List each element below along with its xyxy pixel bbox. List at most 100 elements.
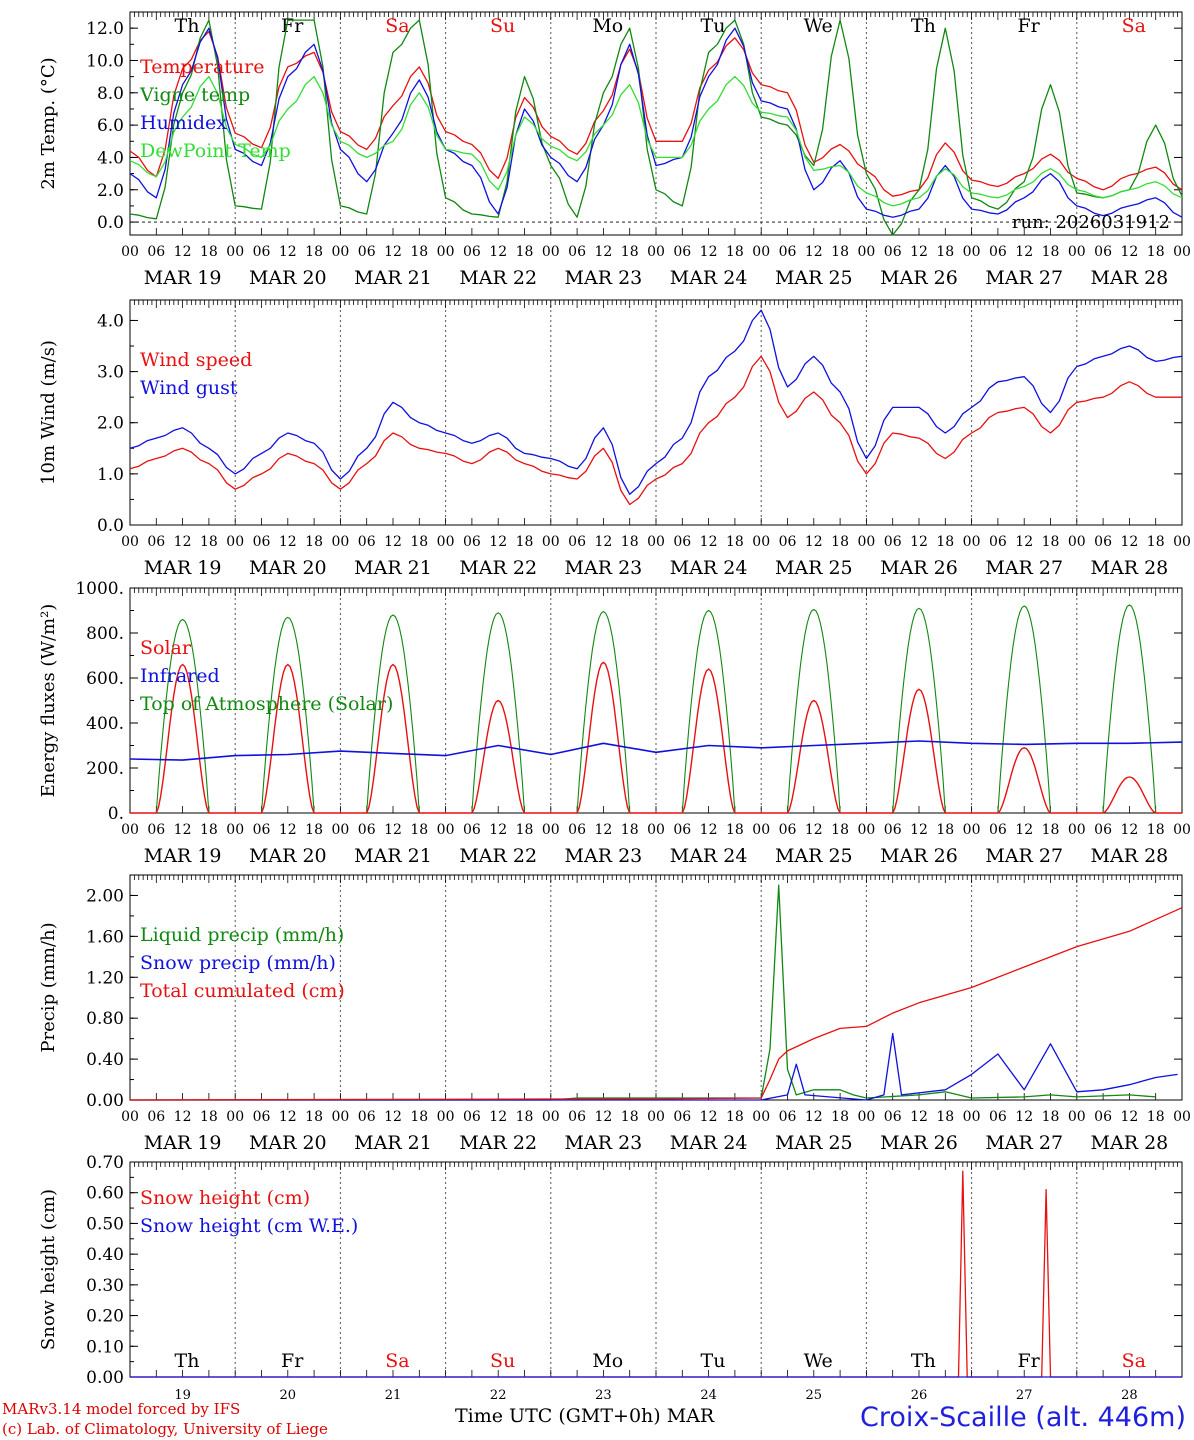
y-tick-label: 400.: [86, 714, 124, 734]
date-label: MAR 23: [565, 845, 643, 867]
hour-tick-label: 18: [726, 244, 744, 260]
y-tick-label: 0.00: [86, 1368, 124, 1388]
date-label: MAR 23: [565, 1132, 643, 1154]
date-label: MAR 24: [670, 557, 748, 579]
date-label: MAR 19: [144, 557, 222, 579]
hour-tick-label: 12: [384, 534, 402, 550]
date-label: MAR 21: [354, 557, 432, 579]
hour-tick-label: 06: [463, 244, 481, 260]
hour-tick-label: 06: [358, 534, 376, 550]
date-label: MAR 21: [354, 845, 432, 867]
hour-tick-label: 18: [305, 1109, 323, 1125]
date-label: MAR 28: [1091, 1132, 1169, 1154]
date-label: MAR 27: [985, 557, 1063, 579]
hour-tick-label: 00: [963, 534, 981, 550]
series-line: [129, 309, 1183, 495]
hour-tick-label: 12: [174, 534, 192, 550]
date-label: MAR 26: [880, 845, 958, 867]
y-tick-label: 2.0: [97, 414, 124, 434]
hour-tick-label: 00: [331, 244, 349, 260]
hour-tick-label: 06: [779, 244, 797, 260]
y-tick-label: 200.: [86, 759, 124, 779]
hour-tick-label: 18: [305, 244, 323, 260]
panel-3: 0. 200. 400. 600. 800. 1000. Energy fluxes (W/…: [38, 579, 1191, 867]
date-label: MAR 24: [670, 1132, 748, 1154]
y-tick-label: 8.0: [97, 84, 124, 104]
x-axis-title: Time UTC (GMT+0h) MAR: [455, 1405, 714, 1427]
hour-tick-label: 06: [779, 534, 797, 550]
hour-tick-label: 00: [226, 244, 244, 260]
hour-tick-label: 12: [174, 1109, 192, 1125]
y-tick-label: 0.70: [86, 1153, 124, 1173]
hour-tick-label: 12: [805, 822, 823, 838]
hour-tick-label: 18: [621, 1109, 639, 1125]
hour-tick-label: 00: [542, 822, 560, 838]
hour-tick-label: 12: [594, 822, 612, 838]
date-label: MAR 27: [985, 267, 1063, 289]
hour-tick-label: 00: [752, 822, 770, 838]
date-label: MAR 22: [459, 845, 537, 867]
series-line: [129, 355, 1182, 506]
hour-tick-label: 18: [200, 1109, 218, 1125]
hour-tick-label: 00: [542, 244, 560, 260]
hour-tick-label: 00: [1068, 534, 1086, 550]
run-annotation: run: 2026031912: [1012, 212, 1170, 233]
hour-tick-label: 00: [1173, 1109, 1191, 1125]
y-tick-label: 2.0: [97, 181, 124, 201]
date-label: MAR 28: [1091, 267, 1169, 289]
weekday-label: Mo: [592, 1350, 623, 1372]
weekday-label: Sa: [1122, 1350, 1146, 1372]
hour-tick-label: 00: [331, 822, 349, 838]
weekday-label: We: [804, 15, 833, 37]
hour-tick-label: 12: [700, 244, 718, 260]
hour-tick-label: 06: [673, 534, 691, 550]
hour-tick-label: 12: [489, 244, 507, 260]
hour-tick-label: 18: [1147, 1109, 1165, 1125]
infrared-line: [129, 740, 1183, 761]
series-line: [129, 19, 1183, 236]
hour-tick-label: 00: [437, 1109, 455, 1125]
hour-tick-label: 00: [121, 1109, 139, 1125]
hour-tick-label: 12: [1120, 534, 1138, 550]
y-tick-label: 1.0: [97, 465, 124, 485]
hour-tick-label: 00: [226, 1109, 244, 1125]
y-tick-label: 6.0: [97, 116, 124, 136]
hour-tick-label: 18: [410, 822, 428, 838]
hour-tick-label: 06: [147, 534, 165, 550]
lab-credit: (c) Lab. of Climatology, University of L…: [2, 1420, 328, 1438]
hour-tick-label: 00: [857, 822, 875, 838]
hour-tick-label: 00: [331, 534, 349, 550]
hour-tick-label: 12: [594, 1109, 612, 1125]
legend-entry: Snow height (cm): [140, 1187, 310, 1209]
hour-tick-label: 06: [673, 1109, 691, 1125]
hour-tick-label: 18: [1147, 822, 1165, 838]
hour-tick-label: 00: [331, 1109, 349, 1125]
hour-tick-label: 12: [700, 822, 718, 838]
hour-tick-label: 06: [253, 534, 271, 550]
date-label: MAR 25: [775, 1132, 853, 1154]
legend-entry: Total cumulated (cm): [140, 980, 345, 1002]
hour-tick-label: 12: [174, 822, 192, 838]
weekday-label: Sa: [385, 1350, 409, 1372]
legend-entry: DewPoint Temp: [140, 140, 291, 162]
hour-tick-label: 06: [568, 822, 586, 838]
date-label: MAR 24: [670, 267, 748, 289]
hour-tick-label: 06: [568, 244, 586, 260]
hour-tick-label: 18: [305, 534, 323, 550]
day-number: 26: [911, 1388, 928, 1403]
y-tick-label: 0.20: [86, 1307, 124, 1327]
hour-tick-label: 18: [200, 244, 218, 260]
hour-tick-label: 12: [279, 244, 297, 260]
date-label: MAR 26: [880, 557, 958, 579]
series-line: [129, 27, 1183, 218]
date-label: MAR 25: [775, 845, 853, 867]
hour-tick-label: 12: [489, 822, 507, 838]
y-tick-label: 0.0: [97, 213, 124, 233]
panel-4: 0.00 0.40 0.80 1.20 1.60 2.00 Precip (mm/h) 00 0…: [38, 874, 1191, 1154]
panel-5: 0.00 0.10 0.20 0.30 0.40 0.50 0.60 0.70 Snow hei…: [38, 1153, 1183, 1403]
y-tick-label: 12.0: [86, 19, 124, 39]
y-tick-label: 4.0: [97, 311, 124, 331]
hour-tick-label: 00: [1173, 822, 1191, 838]
hour-tick-label: 18: [516, 822, 534, 838]
